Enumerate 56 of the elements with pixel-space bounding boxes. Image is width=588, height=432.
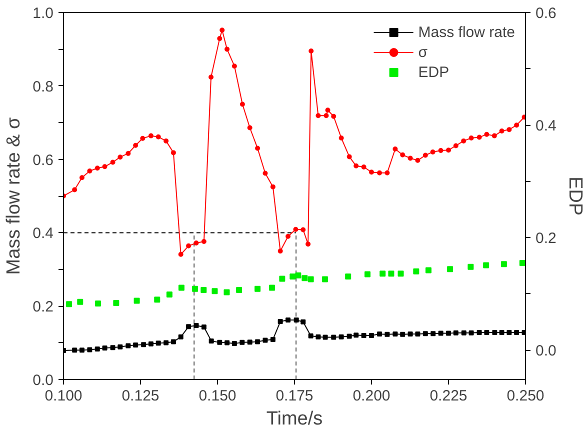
point [154, 296, 160, 303]
x-axis-title: Time/s [266, 408, 323, 430]
point [200, 287, 207, 293]
point [483, 262, 490, 268]
point [134, 298, 140, 304]
point [302, 275, 308, 282]
y-axis-title: Mass flow rate & σ [4, 117, 25, 275]
x-tick-label: 0.100 [44, 388, 82, 404]
point [345, 273, 352, 280]
point [322, 276, 328, 282]
point [178, 284, 184, 291]
point [425, 267, 432, 274]
x-tick-label: 0.250 [506, 388, 544, 404]
x-tick-label: 0.200 [352, 388, 390, 404]
point [66, 301, 72, 308]
x-tick-label: 0.125 [122, 388, 160, 404]
point [77, 298, 84, 305]
point [236, 287, 242, 293]
x-tick-label: 0.225 [430, 388, 468, 404]
point [380, 270, 386, 277]
y-tick-label: 0.4 [32, 225, 54, 242]
point [308, 276, 314, 282]
point [500, 261, 507, 268]
point [192, 286, 198, 292]
point [224, 289, 230, 296]
y2-axis-title: EDP [564, 176, 586, 216]
point [468, 264, 474, 270]
point [290, 273, 296, 280]
point [94, 300, 101, 307]
y2-tick-label: 0.2 [536, 230, 556, 248]
x-tick-label: 0.150 [198, 388, 236, 404]
legend-label: EDP [418, 63, 450, 81]
point [269, 284, 276, 291]
point [166, 292, 172, 298]
y-tick-label: 0.8 [32, 78, 54, 96]
legend-label: Mass flow rate [418, 23, 515, 41]
y2-tick-label: 0.6 [536, 5, 556, 22]
y-tick-label: 0.0 [32, 372, 54, 389]
point [279, 276, 286, 282]
point [447, 266, 454, 272]
y-tick-label: 1.0 [32, 5, 54, 22]
legend-label: σ [418, 43, 429, 61]
y-tick-label: 0.2 [32, 298, 54, 316]
point [113, 300, 120, 306]
y2-tick-label: 0.4 [536, 118, 556, 135]
y-tick-label: 0.6 [32, 152, 54, 169]
point [212, 288, 218, 294]
point [254, 286, 261, 292]
point [413, 268, 420, 274]
point [398, 270, 404, 277]
point [388, 270, 394, 277]
point [295, 272, 302, 278]
point [519, 260, 526, 266]
y2-tick-label: 0.0 [536, 342, 556, 360]
point [364, 271, 370, 278]
x-tick-label: 0.175 [276, 388, 314, 404]
